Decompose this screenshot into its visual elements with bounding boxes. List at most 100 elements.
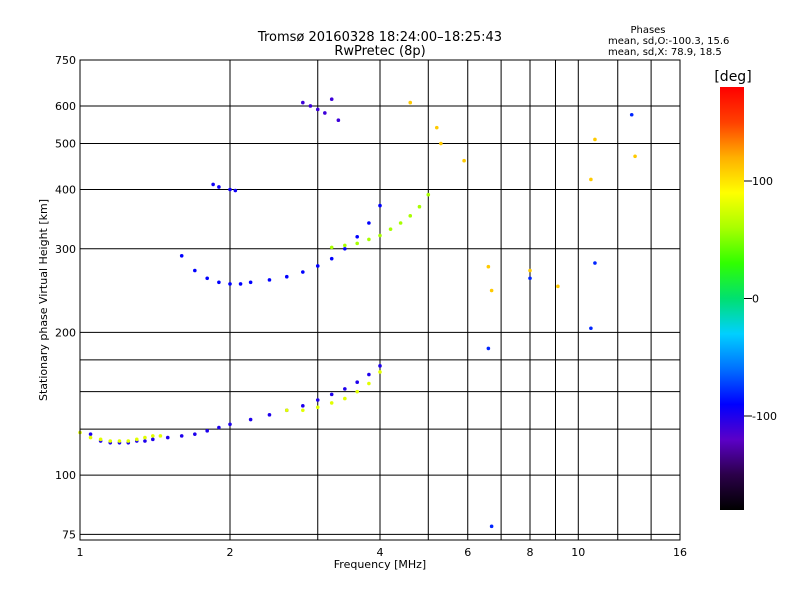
y-tick-label: 200 (55, 326, 76, 339)
data-point (315, 107, 320, 112)
data-point (378, 233, 382, 238)
x-tick-label: 6 (464, 546, 471, 559)
x-tick-label: 4 (377, 546, 384, 559)
data-point (301, 270, 305, 274)
x-axis-label: Frequency [MHz] (334, 558, 426, 571)
data-point (593, 137, 597, 142)
data-point (355, 380, 359, 385)
data-point (301, 100, 305, 105)
data-point (343, 246, 347, 251)
data-point (486, 346, 491, 351)
chart-title: Tromsø 20160328 18:24:00–18:25:43 (257, 30, 502, 45)
phases-o-stat: mean, sd,O:-100.3, 15.6 (608, 36, 729, 47)
data-point (165, 435, 170, 440)
data-point (629, 112, 634, 117)
data-point (355, 389, 359, 394)
data-point (205, 276, 209, 281)
data-point (217, 185, 221, 189)
data-point (126, 439, 131, 443)
data-point (367, 372, 371, 377)
data-point (217, 280, 221, 285)
data-point (315, 398, 320, 402)
colorbar-label: [deg] (714, 69, 751, 85)
data-point (367, 237, 371, 242)
y-tick-label: 300 (55, 243, 76, 256)
data-point (398, 221, 403, 225)
y-axis-ticks: 75 100 200 300 400 500 600 750 (55, 54, 76, 541)
colorbar-ticks: 100 0 -100 (744, 175, 777, 423)
y-tick-label: 75 (62, 528, 76, 541)
data-point (434, 125, 439, 130)
data-point (315, 264, 320, 268)
colorbar-tick-label: -100 (752, 410, 777, 423)
data-point (367, 221, 371, 225)
data-point (489, 524, 494, 529)
x-tick-label: 2 (227, 546, 234, 559)
data-point (489, 288, 494, 293)
data-point (217, 425, 221, 430)
data-point (108, 439, 113, 443)
y-tick-label: 600 (55, 100, 76, 113)
phases-heading: Phases (630, 25, 665, 36)
data-point (193, 432, 197, 436)
data-point (301, 404, 305, 408)
phases-x-stat: mean, sd,X: 78.9, 18.5 (608, 47, 722, 58)
data-point (329, 256, 334, 261)
data-point (593, 261, 597, 265)
x-tick-label: 10 (571, 546, 585, 559)
data-point (343, 387, 347, 391)
data-point (378, 203, 382, 208)
data-point (151, 437, 155, 442)
data-point (343, 243, 347, 248)
data-point (211, 182, 215, 187)
y-tick-label: 100 (55, 469, 76, 482)
data-point (329, 245, 334, 250)
data-point (143, 435, 147, 440)
data-point (355, 241, 359, 246)
data-point (323, 111, 327, 115)
data-point (329, 392, 334, 397)
data-point (408, 100, 413, 105)
data-point (248, 280, 253, 285)
x-tick-label: 16 (673, 546, 687, 559)
data-point (158, 434, 163, 438)
data-point (284, 274, 289, 279)
data-point (98, 437, 103, 442)
colorbar (720, 87, 744, 510)
data-point (88, 432, 93, 436)
plot-frame (79, 59, 681, 541)
chart-subtitle: RwPretec (8p) (334, 44, 425, 59)
data-point (267, 278, 272, 282)
data-point (556, 284, 560, 289)
data-point (308, 104, 313, 108)
data-point (329, 97, 334, 102)
data-point (408, 214, 413, 218)
data-point (228, 187, 232, 192)
data-point (355, 234, 359, 239)
data-point (315, 405, 320, 410)
data-point (228, 282, 232, 286)
data-point (417, 204, 422, 209)
data-point (367, 381, 371, 386)
plot-grid (80, 60, 680, 540)
data-point (388, 227, 393, 231)
data-point (179, 253, 184, 258)
data-point (238, 282, 243, 286)
data-point (528, 276, 532, 281)
data-point (426, 192, 431, 197)
x-tick-label: 8 (527, 546, 534, 559)
colorbar-tick-label: 0 (752, 293, 759, 306)
data-point (228, 422, 232, 427)
data-point (117, 439, 122, 443)
data-points (78, 97, 637, 529)
data-point (589, 326, 593, 331)
data-point (134, 437, 139, 442)
data-point (193, 268, 197, 273)
data-point (301, 408, 305, 413)
data-point (179, 434, 184, 438)
data-point (378, 370, 382, 374)
y-tick-label: 500 (55, 138, 76, 151)
colorbar-tick-label: 100 (752, 175, 773, 188)
data-point (462, 158, 466, 163)
data-point (205, 429, 209, 433)
